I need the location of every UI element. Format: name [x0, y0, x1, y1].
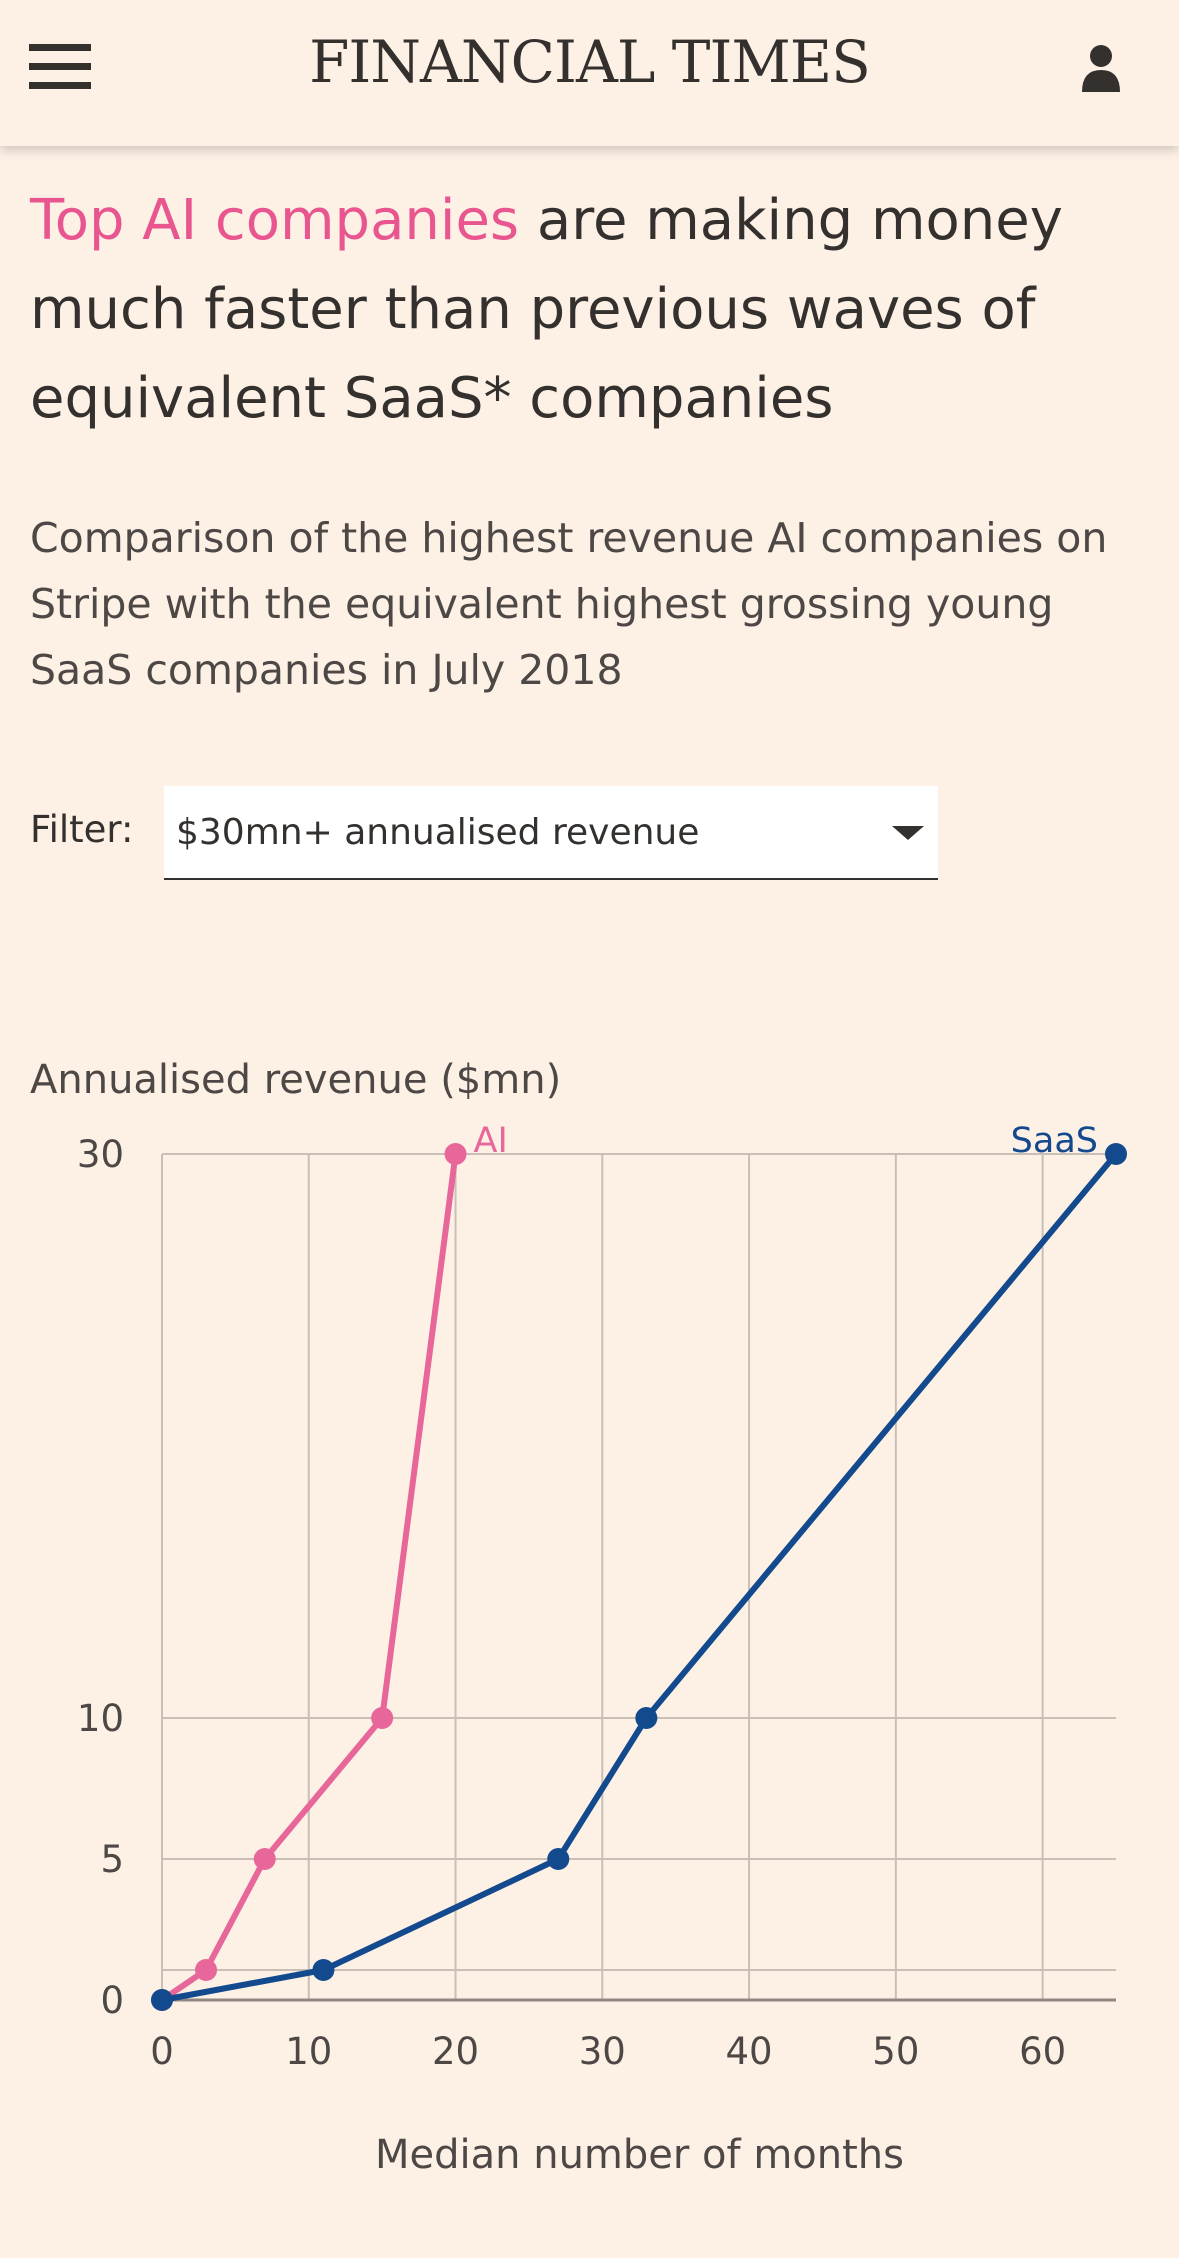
y-axis-title: Annualised revenue ($mn) — [30, 1057, 562, 1103]
filter-label: Filter: — [30, 808, 134, 851]
headline-rest: are making money much faster than previo… — [30, 188, 1063, 431]
x-tick-label: 0 — [150, 2030, 174, 2073]
ai-series-label: AI — [474, 1121, 508, 1161]
saas-data-point — [312, 1959, 335, 1981]
ai-data-point — [444, 1143, 467, 1165]
x-axis-title: Median number of months — [375, 2132, 904, 2178]
line-chart: 0 5 10 30 0 10 20 30 40 50 60 AI SaaS — [77, 1121, 1127, 2073]
x-tick-label: 30 — [579, 2030, 626, 2073]
y-tick-label: 0 — [100, 1979, 124, 2022]
y-tick-label: 30 — [77, 1133, 124, 1176]
brand-logo[interactable]: FINANCIAL TIMES — [309, 28, 871, 96]
saas-data-point — [1105, 1143, 1127, 1165]
saas-series-label: SaaS — [1011, 1121, 1098, 1161]
chart-subtitle: Comparison of the highest revenue AI com… — [30, 514, 1108, 694]
y-tick-label: 5 — [100, 1838, 124, 1881]
x-tick-label: 10 — [285, 2030, 332, 2073]
x-tick-label: 20 — [432, 2030, 479, 2073]
ai-data-point — [371, 1707, 394, 1729]
ai-data-point — [253, 1848, 276, 1870]
filter-selected-value: $30mn+ annualised revenue — [176, 812, 700, 853]
chart-headline: Top AI companies are making money much f… — [30, 176, 1150, 443]
filter-dropdown[interactable]: $30mn+ annualised revenue — [164, 786, 938, 880]
x-tick-label: 50 — [872, 2030, 919, 2073]
saas-data-point — [547, 1848, 570, 1870]
headline-accent: Top AI companies — [30, 188, 520, 253]
user-account-icon[interactable] — [1080, 44, 1122, 92]
saas-series-line — [159, 1151, 1119, 2003]
hamburger-menu-icon[interactable] — [29, 44, 91, 90]
x-tick-label: 40 — [726, 2030, 773, 2073]
chevron-down-icon — [892, 826, 924, 840]
saas-data-point — [635, 1707, 658, 1729]
ai-data-point — [195, 1959, 218, 1981]
saas-data-point — [151, 1989, 173, 2011]
y-tick-label: 10 — [77, 1697, 124, 1740]
x-tick-label: 60 — [1019, 2030, 1066, 2073]
top-navigation-bar: FINANCIAL TIMES — [0, 0, 1179, 146]
